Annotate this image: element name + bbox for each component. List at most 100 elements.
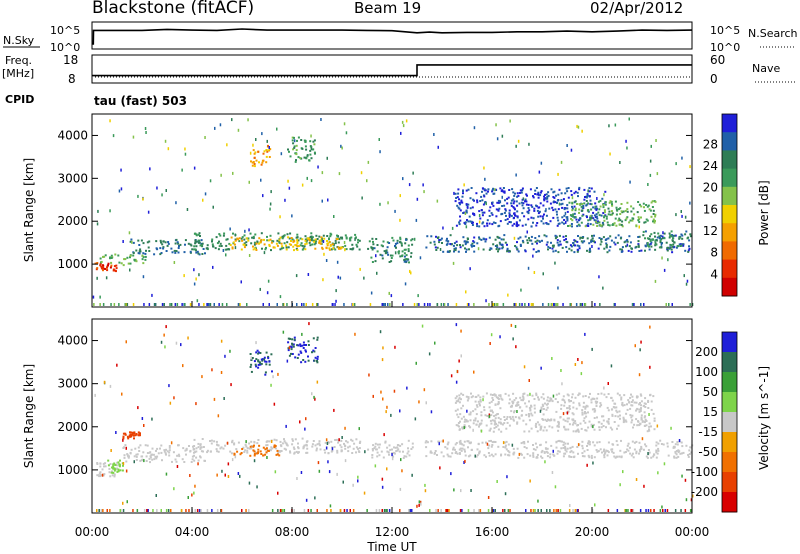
noise-cell	[420, 502, 422, 506]
data-cell	[467, 440, 470, 443]
data-cell	[608, 224, 611, 227]
noise-cell	[458, 359, 460, 363]
noise-cell	[197, 462, 199, 466]
y-tick-label: 1000	[57, 463, 88, 477]
data-cell	[521, 395, 524, 398]
data-cell	[218, 240, 220, 243]
data-cell	[493, 423, 496, 426]
data-cell	[146, 452, 149, 454]
data-cell	[620, 439, 622, 442]
data-cell	[204, 252, 206, 255]
data-cell	[508, 424, 511, 427]
data-cell	[538, 423, 541, 426]
data-cell	[501, 205, 504, 207]
data-cell	[603, 247, 606, 250]
noise-cell	[650, 144, 652, 148]
data-cell	[598, 221, 601, 224]
noise-cell	[686, 279, 689, 283]
data-cell	[371, 456, 374, 459]
data-cell	[644, 230, 647, 233]
data-cell	[193, 451, 195, 454]
data-cell	[359, 440, 362, 443]
data-cell	[301, 244, 304, 247]
data-cell	[463, 424, 466, 427]
noise-cell	[375, 254, 377, 258]
data-cell	[539, 443, 542, 446]
data-cell	[569, 224, 572, 227]
data-cell	[592, 423, 595, 426]
data-cell	[589, 216, 592, 219]
data-cell	[556, 241, 559, 244]
ground-cell	[553, 509, 555, 512]
data-cell	[561, 221, 564, 224]
data-cell	[576, 250, 579, 253]
data-cell	[459, 413, 462, 416]
data-cell	[479, 396, 482, 399]
data-cell	[174, 251, 177, 254]
data-cell	[541, 215, 544, 218]
y-tick-label: 1000	[57, 257, 88, 271]
data-cell	[528, 406, 531, 409]
data-cell	[525, 413, 528, 416]
data-cell	[452, 244, 455, 247]
data-cell	[249, 366, 252, 368]
data-cell	[545, 214, 548, 217]
noise-cell	[465, 290, 467, 294]
data-cell	[519, 396, 522, 399]
data-cell	[591, 240, 594, 243]
data-cell	[567, 399, 570, 402]
data-cell	[250, 447, 253, 450]
data-cell	[371, 261, 374, 263]
data-cell	[252, 235, 255, 238]
data-cell	[652, 220, 654, 223]
data-cell	[194, 242, 197, 245]
noise-cell	[352, 483, 354, 487]
data-cell	[149, 451, 152, 454]
data-cell	[498, 224, 501, 227]
data-cell	[460, 199, 463, 202]
data-cell	[491, 396, 494, 399]
colorbar-tick-label: 28	[703, 137, 718, 151]
data-cell	[249, 445, 252, 448]
noise-cell	[423, 388, 426, 392]
ground-cell	[381, 303, 383, 306]
data-cell	[588, 242, 591, 245]
data-cell	[562, 444, 565, 446]
noise-cell	[562, 412, 565, 416]
noise-cell	[354, 237, 356, 241]
noise-cell	[654, 279, 657, 283]
data-cell	[267, 357, 270, 360]
ground-cell	[445, 509, 447, 512]
noise-cell	[248, 180, 250, 184]
noise-cell	[270, 440, 273, 443]
data-cell	[491, 409, 493, 412]
data-cell	[395, 450, 398, 453]
y-tick-label: 3000	[57, 377, 88, 391]
data-cell	[157, 452, 160, 455]
data-cell	[601, 415, 603, 418]
data-cell	[482, 221, 485, 224]
data-cell	[556, 452, 559, 455]
data-cell	[201, 438, 204, 440]
noise-cell	[321, 199, 323, 203]
data-cell	[181, 458, 184, 461]
nsky-series-line	[92, 28, 693, 45]
data-cell	[476, 222, 478, 225]
data-cell	[532, 221, 534, 224]
data-cell	[652, 455, 655, 458]
data-cell	[630, 210, 633, 213]
data-cell	[574, 209, 577, 212]
data-cell	[295, 159, 297, 162]
data-cell	[638, 410, 641, 413]
data-cell	[294, 438, 297, 441]
data-cell	[512, 447, 515, 450]
data-cell	[541, 239, 543, 242]
data-cell	[148, 240, 151, 243]
noise-cell	[252, 143, 254, 147]
data-cell	[571, 396, 573, 399]
data-cell	[433, 240, 436, 243]
data-cell	[334, 239, 337, 242]
data-cell	[159, 247, 162, 250]
noise-cell	[467, 205, 469, 209]
noise-cell	[97, 209, 99, 213]
